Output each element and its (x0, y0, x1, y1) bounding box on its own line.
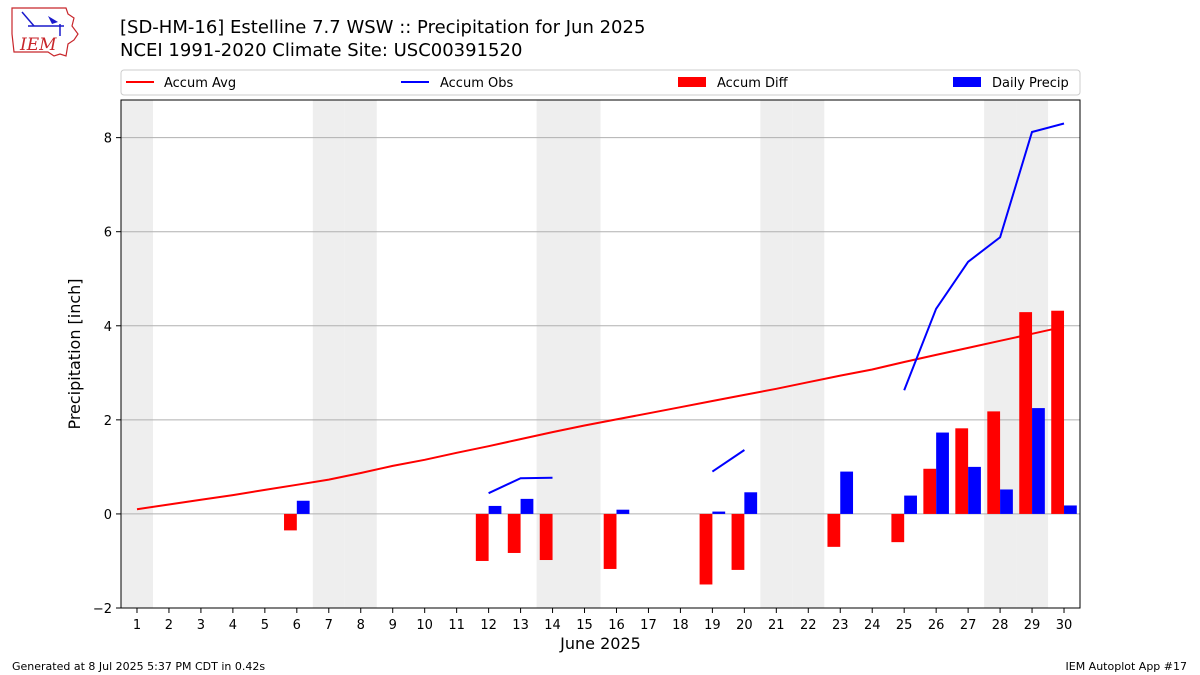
x-tick-label: 18 (672, 618, 689, 633)
daily-precip-bar (1064, 505, 1077, 514)
chart-subtitle: NCEI 1991-2020 Climate Site: USC00391520 (120, 40, 523, 61)
x-tick-label: 24 (864, 618, 881, 633)
app-credit: IEM Autoplot App #17 (1065, 660, 1188, 673)
y-axis-label: Precipitation [inch] (65, 278, 84, 429)
weekend-shade (568, 100, 601, 608)
y-tick-label: 4 (104, 320, 112, 335)
daily-precip-bar (488, 505, 502, 514)
x-tick-label: 23 (832, 618, 849, 633)
x-tick-label: 27 (960, 618, 977, 633)
x-tick-label: 10 (416, 618, 433, 633)
legend-daily-precip-label: Daily Precip (992, 76, 1069, 91)
x-tick-label: 26 (928, 618, 945, 633)
accum-diff-bar (699, 513, 713, 585)
weekend-shade (344, 100, 377, 608)
accum-obs-line (903, 122, 1065, 391)
accum-diff-bar (507, 513, 521, 553)
x-tick-label: 12 (480, 618, 497, 633)
accum-avg-line (136, 325, 1065, 511)
accum-diff-bar (955, 428, 969, 514)
accum-diff-bar (1051, 310, 1065, 514)
daily-precip-bar (968, 466, 981, 514)
x-tick-label: 7 (325, 618, 333, 633)
weekend-shade (792, 100, 825, 608)
x-tick-label: 2 (165, 618, 173, 633)
x-tick-label: 4 (229, 618, 237, 633)
accum-diff-bar (475, 513, 489, 561)
y-tick-label: −2 (93, 602, 112, 617)
legend-frame (120, 69, 1081, 96)
accum-diff-bar (891, 513, 905, 543)
x-tick-label: 30 (1056, 618, 1073, 633)
daily-precip-bar (712, 511, 726, 514)
accum-obs-line (488, 476, 553, 495)
x-tick-label: 16 (608, 618, 625, 633)
accum-diff-bar (603, 513, 617, 569)
weekend-shade (984, 100, 1017, 608)
plot-frame (120, 99, 1081, 609)
legend-accum-diff-label: Accum Diff (717, 76, 789, 91)
x-tick-label: 17 (640, 618, 657, 633)
x-tick-label: 8 (357, 618, 365, 633)
x-tick-label: 13 (512, 618, 529, 633)
x-axis-label: June 2025 (559, 634, 641, 653)
legend-accum-avg-label: Accum Avg (164, 76, 236, 91)
legend-daily-precip-bar-marker (953, 77, 981, 87)
legend: Accum Avg Accum Obs Accum Diff Daily Precip (120, 69, 1081, 96)
generated-timestamp: Generated at 8 Jul 2025 5:37 PM CDT in 0… (12, 660, 266, 673)
x-tick-label: 9 (389, 618, 397, 633)
x-tick-label: 25 (896, 618, 913, 633)
daily-precip-bar (1032, 408, 1045, 514)
daily-precip-bar (520, 498, 534, 514)
x-tick-label: 21 (768, 618, 785, 633)
daily-precip-bar (936, 432, 949, 514)
accum-diff-bar (284, 513, 297, 531)
y-tick-label: 2 (104, 414, 112, 429)
accum-diff-bar (539, 513, 553, 561)
legend-accum-obs-label: Accum Obs (440, 76, 513, 91)
daily-precip-bar (744, 492, 758, 514)
weekend-shade (121, 100, 153, 608)
weekend-shade (312, 100, 345, 608)
x-tick-label: 6 (293, 618, 301, 633)
x-tick-label: 29 (1024, 618, 1041, 633)
daily-precip-bar (840, 471, 854, 514)
iem-logo: IEM (11, 7, 79, 57)
y-tick-label: 8 (104, 132, 112, 147)
logo-text: IEM (19, 35, 57, 55)
x-tick-label: 1 (133, 618, 141, 633)
accum-diff-bar (731, 513, 745, 570)
daily-precip-bar (1000, 489, 1013, 514)
logo-vane-tail (48, 16, 58, 24)
legend-accum-diff-bar-marker (678, 77, 706, 87)
accum-diff-bar (987, 411, 1001, 514)
accum-diff-bar (923, 468, 937, 514)
chart-title: [SD-HM-16] Estelline 7.7 WSW :: Precipit… (120, 17, 646, 38)
x-tick-label: 14 (544, 618, 561, 633)
accum-obs-line (711, 449, 745, 473)
daily-precip-bar (904, 495, 917, 514)
accum-diff-bar (1019, 312, 1033, 514)
x-tick-label: 15 (576, 618, 593, 633)
daily-precip-bar (616, 509, 630, 514)
x-tick-label: 19 (704, 618, 721, 633)
daily-precip-bar (296, 500, 310, 514)
x-tick-label: 11 (448, 618, 465, 633)
accum-diff-bar (827, 513, 841, 547)
x-tick-label: 22 (800, 618, 817, 633)
x-tick-label: 28 (992, 618, 1009, 633)
y-tick-label: 0 (104, 508, 112, 523)
logo-weather-vane (21, 11, 35, 27)
weekend-shade (760, 100, 793, 608)
x-tick-label: 3 (197, 618, 205, 633)
x-tick-label: 20 (736, 618, 753, 633)
y-tick-label: 6 (104, 226, 112, 241)
x-tick-label: 5 (261, 618, 269, 633)
